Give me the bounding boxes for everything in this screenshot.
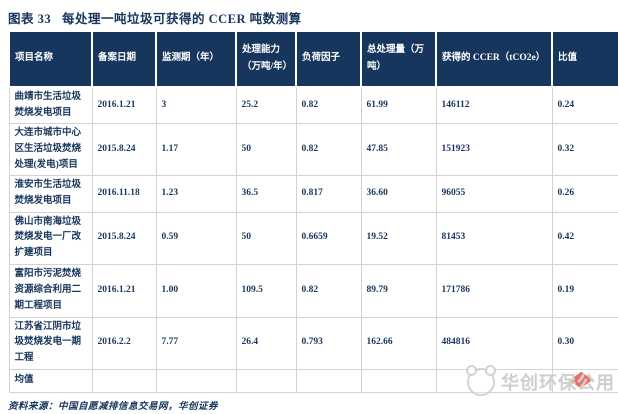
value-cell	[435, 368, 553, 393]
value-cell: 7.77	[155, 316, 237, 370]
table-body: 曲靖市生活垃圾焚烧发电项目 2016.1.21 3 25.2 0.82 61.99 1461…	[8, 86, 618, 393]
value-cell: 81453	[435, 211, 553, 265]
project-name-cell: 均值	[8, 368, 93, 393]
value-cell: 0.817	[295, 175, 362, 213]
value-cell: 0.19	[551, 263, 618, 318]
value-cell: 1.17	[155, 123, 237, 177]
data-source-note: 资料来源：中国自愿减排信息交易网，华创证券	[8, 402, 219, 412]
value-cell: 0.32	[551, 123, 618, 177]
value-cell: 47.85	[360, 123, 437, 177]
value-cell: 19.52	[360, 211, 437, 265]
value-cell: 162.66	[360, 316, 437, 370]
value-cell: 0.42	[551, 211, 618, 265]
value-cell: 2016.1.21	[91, 263, 157, 318]
value-cell: 0.30	[551, 316, 618, 370]
value-cell: 484816	[435, 316, 553, 370]
value-cell: 50	[235, 211, 297, 265]
value-cell: 3	[155, 86, 237, 125]
table-row: 均值	[8, 368, 618, 393]
value-cell	[295, 368, 362, 393]
project-name-cell: 富阳市污泥焚烧资源综合利用二期工程项目	[8, 263, 93, 318]
value-cell	[91, 368, 157, 393]
value-cell: 0.82	[295, 86, 362, 125]
value-cell: 2015.8.24	[91, 123, 157, 177]
column-header: 总处理量（万吨）	[360, 30, 437, 88]
table-row: 大连市城市中心区生活垃圾焚烧处理(发电)项目 2015.8.24 1.17 50 0.8…	[8, 123, 618, 177]
value-cell: 0.82	[295, 263, 362, 318]
value-cell: 96055	[435, 175, 553, 213]
project-name-cell: 大连市城市中心区生活垃圾焚烧处理(发电)项目	[8, 123, 93, 177]
value-cell: 0.6659	[295, 211, 362, 265]
value-cell: 1.23	[155, 175, 237, 213]
project-name-cell: 曲靖市生活垃圾焚烧发电项目	[8, 86, 93, 125]
value-cell: 89.79	[360, 263, 437, 318]
header-row: 项目名称 备案日期 监测期（年） 处理能力（万吨/年） 负荷因子 总处理量（万吨） 获得的 …	[8, 30, 618, 88]
value-cell: 25.2	[235, 86, 297, 125]
column-header: 监测期（年）	[155, 30, 237, 88]
table-row: 淮安市生活垃圾焚烧发电项目 2016.11.18 1.23 36.5 0.817 36.6…	[8, 175, 618, 213]
value-cell: 109.5	[235, 263, 297, 318]
value-cell	[551, 368, 618, 393]
column-header: 项目名称	[8, 30, 93, 88]
project-name-cell: 江苏省江阴市垃圾焚烧发电一期工程	[8, 316, 93, 370]
column-header: 负荷因子	[295, 30, 362, 88]
value-cell: 0.82	[295, 123, 362, 177]
value-cell: 151923	[435, 123, 553, 177]
value-cell: 171786	[435, 263, 553, 318]
table-row: 江苏省江阴市垃圾焚烧发电一期工程 2016.2.2 7.77 26.4 0.793 162…	[8, 316, 618, 370]
project-name-cell: 佛山市南海垃圾焚烧发电一厂改扩建项目	[8, 211, 93, 265]
value-cell	[235, 368, 297, 393]
ccer-calculation-table: 项目名称 备案日期 监测期（年） 处理能力（万吨/年） 负荷因子 总处理量（万吨） 获得的 …	[8, 30, 618, 393]
value-cell: 36.5	[235, 175, 297, 213]
value-cell: 0.793	[295, 316, 362, 370]
value-cell: 0.26	[551, 175, 618, 213]
value-cell: 0.24	[551, 86, 618, 125]
value-cell: 2016.2.2	[91, 316, 157, 370]
column-header: 备案日期	[91, 30, 157, 88]
value-cell: 1.00	[155, 263, 237, 318]
column-header: 比值	[551, 30, 618, 88]
table-row: 富阳市污泥焚烧资源综合利用二期工程项目 2016.1.21 1.00 109.5 0.8…	[8, 263, 618, 318]
figure-title: 图表 33 每处理一吨垃圾可获得的 CCER 吨数测算	[8, 12, 302, 26]
table-row: 曲靖市生活垃圾焚烧发电项目 2016.1.21 3 25.2 0.82 61.99 1461…	[8, 86, 618, 125]
value-cell: 61.99	[360, 86, 437, 125]
value-cell	[155, 368, 237, 393]
value-cell: 146112	[435, 86, 553, 125]
value-cell: 2016.11.18	[91, 175, 157, 213]
value-cell: 26.4	[235, 316, 297, 370]
value-cell	[360, 368, 437, 393]
value-cell: 2016.1.21	[91, 86, 157, 125]
value-cell: 50	[235, 123, 297, 177]
column-header: 处理能力（万吨/年）	[235, 30, 297, 88]
column-header: 获得的 CCER（tCO2e）	[435, 30, 553, 88]
value-cell: 36.60	[360, 175, 437, 213]
value-cell: 0.59	[155, 211, 237, 265]
table-row: 佛山市南海垃圾焚烧发电一厂改扩建项目 2015.8.24 0.59 50 0.6659 1…	[8, 211, 618, 265]
project-name-cell: 淮安市生活垃圾焚烧发电项目	[8, 175, 93, 213]
value-cell: 2015.8.24	[91, 211, 157, 265]
